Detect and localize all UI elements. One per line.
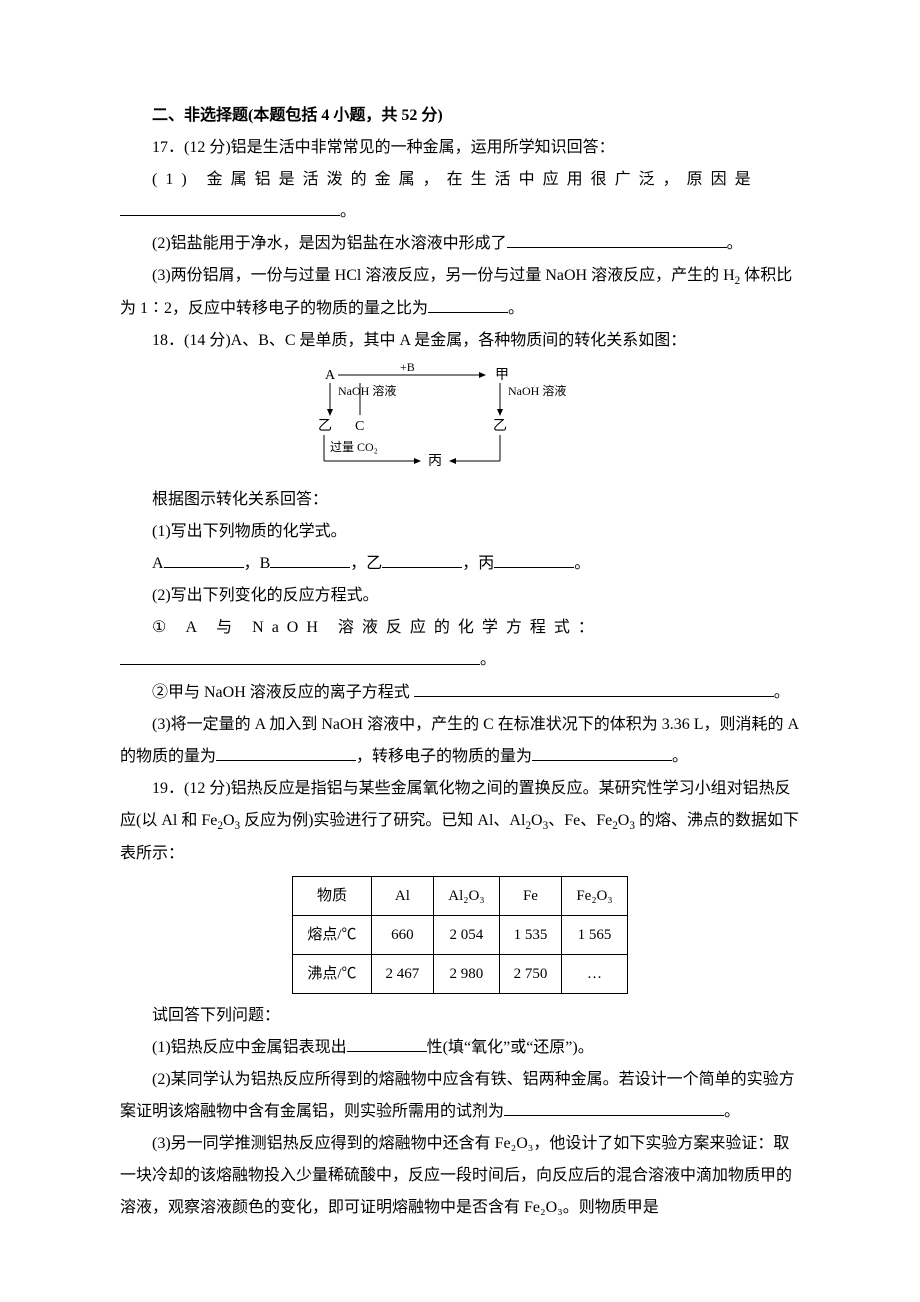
period-text: 。	[480, 652, 496, 669]
q18-p2-1-text: ① A 与 NaOH 溶液反应的化学方程式：	[152, 619, 602, 636]
q17-stem: 17．(12 分)铝是生活中非常常见的一种金属，运用所学知识回答：	[120, 132, 800, 164]
th-al2o3: Al₂O₃	[434, 876, 499, 915]
q18-p2-label: (2)写出下列变化的反应方程式。	[120, 580, 800, 612]
label-plus-b: +B	[400, 363, 415, 374]
q18-stem: 18．(14 分)A、B、C 是单质，其中 A 是金属，各种物质间的转化关系如图…	[120, 325, 800, 357]
td-cell: 1 565	[562, 915, 627, 954]
td-bp-label: 沸点/℃	[293, 954, 371, 993]
node-c: C	[355, 419, 364, 434]
q19-table: 物质 Al Al₂O₃ Fe Fe₂O₃ 熔点/℃ 660 2 054 1 53…	[292, 876, 627, 994]
q17-part3a: (3)两份铝屑，一份与过量 HCl 溶液反应，另一份与过量 NaOH 溶液反应，…	[152, 267, 735, 284]
blank-input[interactable]	[120, 644, 480, 664]
blank-input[interactable]	[428, 293, 508, 313]
q19-p1a: (1)铝热反应中金属铝表现出	[152, 1039, 347, 1056]
period-text: 。	[727, 235, 743, 252]
q19-stem-f: O	[618, 812, 630, 829]
blank-input[interactable]	[532, 741, 672, 761]
q17-part3: (3)两份铝屑，一份与过量 HCl 溶液反应，另一份与过量 NaOH 溶液反应，…	[120, 260, 800, 325]
q18-p2-1: ① A 与 NaOH 溶液反应的化学方程式：	[120, 612, 800, 644]
q17-part2: (2)铝盐能用于净水，是因为铝盐在水溶液中形成了 。	[120, 228, 800, 260]
td-cell: 1 535	[499, 915, 562, 954]
blank-input[interactable]	[270, 548, 350, 568]
q18-intro: 根据图示转化关系回答：	[120, 484, 800, 516]
node-yi-left: 乙	[318, 418, 332, 434]
td-cell: 2 980	[434, 954, 499, 993]
q17-part1-text: (1) 金属铝是活泼的金属，在生活中应用很广泛，原因是	[152, 171, 759, 188]
q18-p2-1-blank: 。	[120, 644, 800, 676]
period-text: 。	[724, 1103, 740, 1120]
q19-p3: (3)另一同学推测铝热反应得到的熔融物中还含有 Fe₂O₃，他设计了如下实验方案…	[120, 1128, 800, 1224]
table-row: 物质 Al Al₂O₃ Fe Fe₂O₃	[293, 876, 627, 915]
blank-input[interactable]	[382, 548, 462, 568]
label-naoh-right: NaOH 溶液	[508, 383, 566, 398]
q18-p2-2: ②甲与 NaOH 溶液反应的离子方程式 。	[120, 677, 800, 709]
blank-input[interactable]	[494, 548, 574, 568]
period-text: 。	[672, 748, 688, 765]
table-row: 沸点/℃ 2 467 2 980 2 750 …	[293, 954, 627, 993]
q19-p1b: 性(填“氧化”或“还原”)。	[427, 1039, 594, 1056]
q17-part1: (1) 金属铝是活泼的金属，在生活中应用很广泛，原因是	[120, 164, 800, 196]
blank-input[interactable]	[504, 1096, 724, 1116]
node-jia: 甲	[495, 368, 509, 383]
label-co2: 过量 CO₂	[330, 440, 378, 454]
q19-after: 试回答下列问题：	[120, 1000, 800, 1032]
node-a: A	[325, 368, 336, 383]
q19-stem: 19．(12 分)铝热反应是指铝与某些金属氧化物之间的置换反应。某研究性学习小组…	[120, 773, 800, 870]
q19-stem-b: O	[223, 812, 235, 829]
q17-part1-blank-line: 。	[120, 196, 800, 228]
node-yi-right: 乙	[493, 418, 507, 434]
period-text: 。	[774, 684, 790, 701]
q18-p3: (3)将一定量的 A 加入到 NaOH 溶液中，产生的 C 在标准状况下的体积为…	[120, 709, 800, 773]
td-cell: 2 054	[434, 915, 499, 954]
q18-p3b: ，转移电子的物质的量为	[356, 748, 532, 765]
q19-stem-d: O	[531, 812, 543, 829]
q18-p1-label: (1)写出下列物质的化学式。	[120, 516, 800, 548]
td-mp-label: 熔点/℃	[293, 915, 371, 954]
q18-diagram: A +B 甲 NaOH 溶液 NaOH 溶液 乙 C 乙 过量 CO₂ 丙	[300, 363, 620, 478]
th-fe2o3: Fe₂O₃	[562, 876, 627, 915]
q19-p2: (2)某同学认为铝热反应所得到的熔融物中应含有铁、铝两种金属。若设计一个简单的实…	[120, 1064, 800, 1128]
td-cell: 2 467	[371, 954, 434, 993]
th-fe: Fe	[499, 876, 562, 915]
table-row: 熔点/℃ 660 2 054 1 535 1 565	[293, 915, 627, 954]
blank-input[interactable]	[120, 196, 340, 216]
td-cell: 660	[371, 915, 434, 954]
q19-p1: (1)铝热反应中金属铝表现出 性(填“氧化”或“还原”)。	[120, 1032, 800, 1064]
blank-input[interactable]	[216, 741, 356, 761]
th-al: Al	[371, 876, 434, 915]
q19-stem-e: 、Fe、Fe	[548, 812, 612, 829]
q19-stem-c: 反应为例)实验进行了研究。已知 Al、Al	[240, 812, 525, 829]
label-naoh-left: NaOH 溶液	[338, 383, 396, 398]
th-substance: 物质	[293, 876, 371, 915]
period-text: 。	[340, 203, 356, 220]
q18-p1-line: A，B，乙，丙。	[120, 548, 800, 580]
period-text: 。	[508, 300, 524, 317]
diagram-svg: A +B 甲 NaOH 溶液 NaOH 溶液 乙 C 乙 过量 CO₂ 丙	[300, 363, 620, 478]
blank-input[interactable]	[414, 677, 774, 697]
blank-input[interactable]	[507, 228, 727, 248]
td-cell: …	[562, 954, 627, 993]
section-title: 二、非选择题(本题包括 4 小题，共 52 分)	[120, 100, 800, 132]
node-bing: 丙	[428, 454, 442, 469]
blank-input[interactable]	[347, 1032, 427, 1052]
td-cell: 2 750	[499, 954, 562, 993]
section-title-text: 二、非选择题(本题包括 4 小题，共 52 分)	[152, 107, 443, 124]
blank-input[interactable]	[164, 548, 244, 568]
q17-part2-text: (2)铝盐能用于净水，是因为铝盐在水溶液中形成了	[152, 235, 507, 252]
q18-p2-2-text: ②甲与 NaOH 溶液反应的离子方程式	[152, 684, 414, 701]
